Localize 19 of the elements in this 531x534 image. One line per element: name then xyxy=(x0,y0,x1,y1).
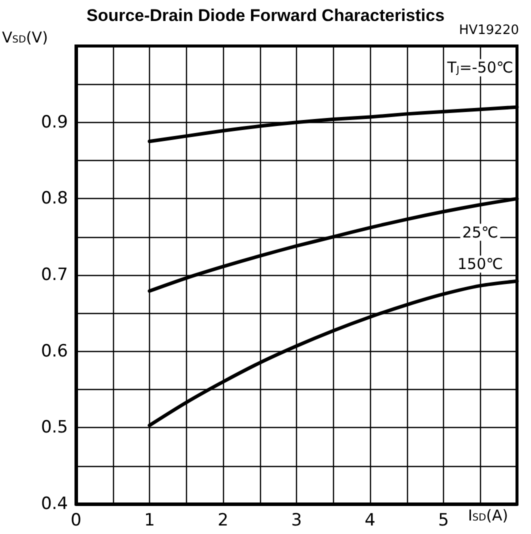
x-axis-title: ISD(A) xyxy=(468,506,508,524)
y-tick-label: 0.8 xyxy=(40,188,68,209)
x-tick-label: 2 xyxy=(218,510,228,530)
text: TJ=-50℃ xyxy=(446,58,514,77)
y-tick-label: 0.7 xyxy=(40,265,68,285)
y-tick-label: 0.4 xyxy=(40,494,68,514)
x-tick-label: 3 xyxy=(291,510,302,530)
x-tick-label: 4 xyxy=(364,510,376,530)
series-label: 150℃ xyxy=(458,255,503,274)
series-label: 25℃ xyxy=(462,223,498,242)
x-tick-label: 0 xyxy=(70,510,82,530)
text: HV19220 xyxy=(458,23,520,38)
chart-title: Source-Drain Diode Forward Characteristics xyxy=(86,6,445,25)
x-tick-label: 5 xyxy=(438,510,449,530)
y-tick-label: 0.6 xyxy=(40,341,68,362)
y-axis-title: VSD(V) xyxy=(2,28,48,46)
x-tick-label: 1 xyxy=(144,510,155,530)
y-tick-label: 0.5 xyxy=(40,418,68,438)
y-tick-label: 0.9 xyxy=(40,112,68,132)
